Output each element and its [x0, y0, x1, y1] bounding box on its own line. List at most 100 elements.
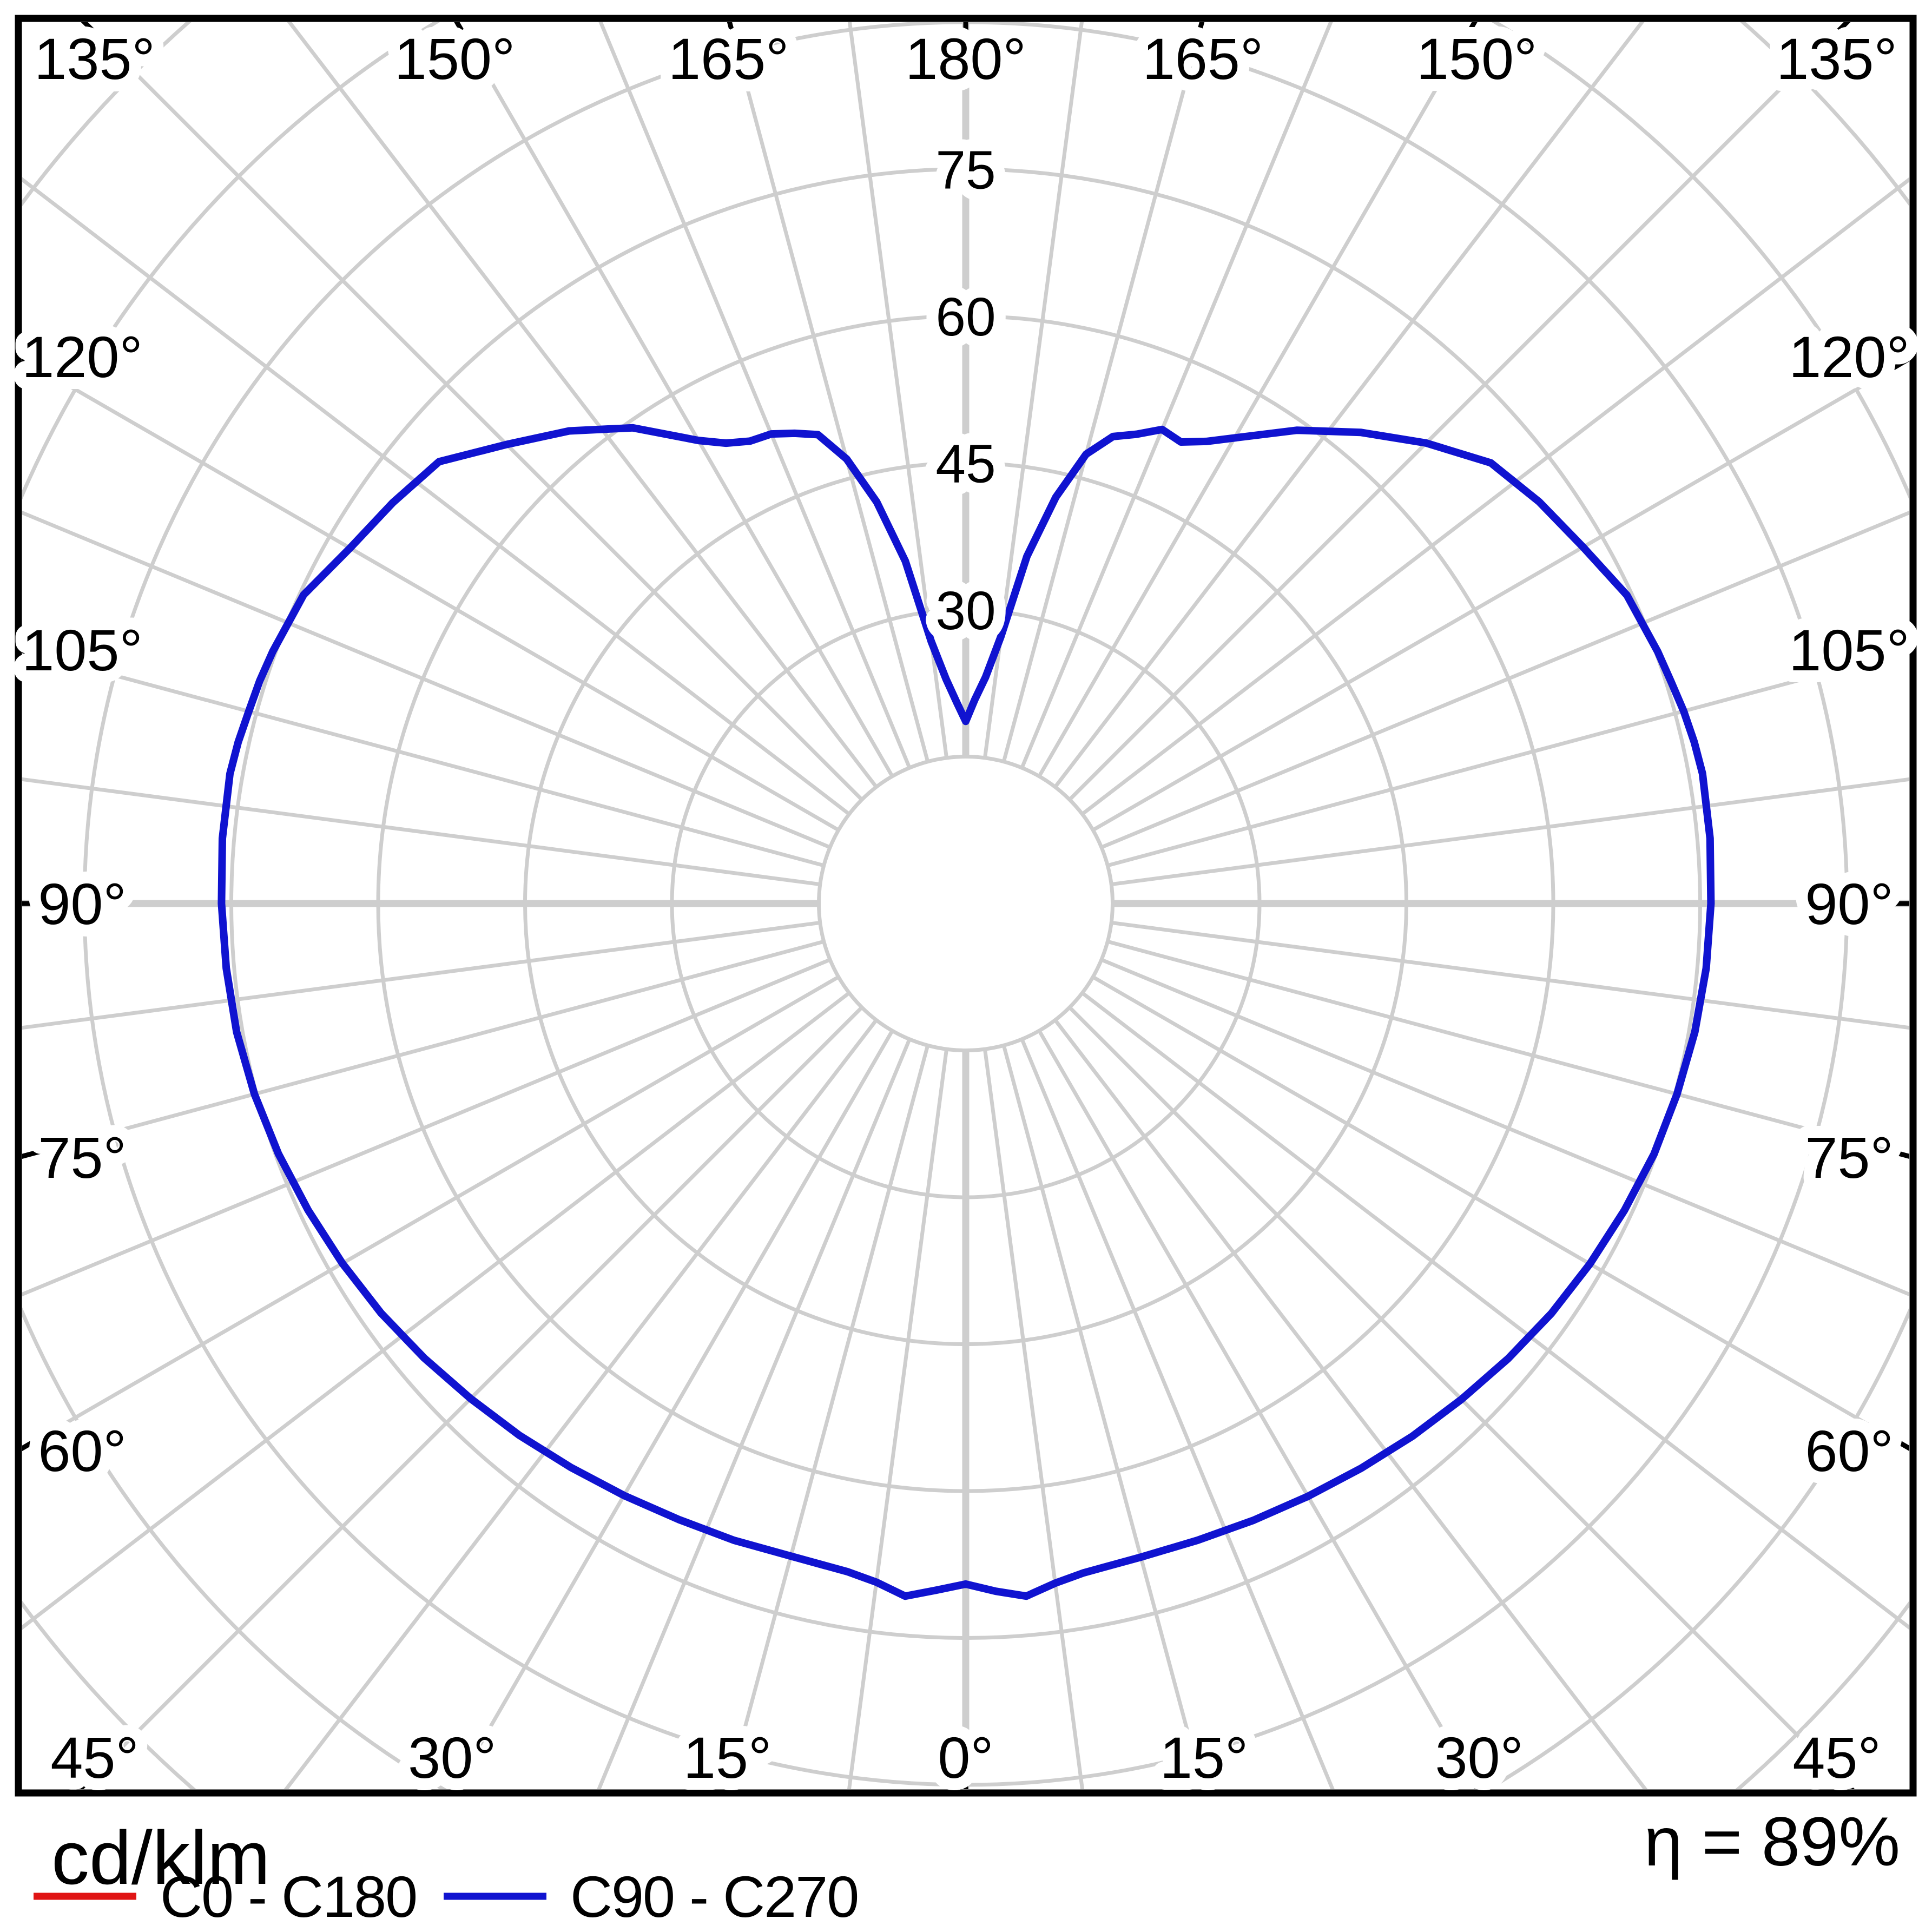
angle-label-75°-L: 75°: [38, 1125, 126, 1190]
grid-spoke-307.5: [22, 991, 850, 1630]
angle-label-120°-L: 120°: [22, 324, 142, 390]
border-tick-60°--60: [22, 1437, 39, 1452]
grid-spoke-345: [726, 1045, 930, 1789]
grid-spoke-225: [82, 22, 863, 801]
grid-spoke-60: [1092, 975, 1909, 1450]
grid-spoke-352.5: [847, 1049, 949, 1789]
legend-label-c90: C90 - C270: [570, 1864, 858, 1929]
grid-spoke-292.5: [22, 958, 831, 1297]
angle-label-45°-R: 45°: [1792, 1725, 1881, 1790]
grid-spoke-150: [1037, 22, 1477, 777]
border-tick-150°--150: [454, 22, 469, 39]
grid-spoke-217.5: [287, 22, 878, 788]
grid-spoke-195: [727, 22, 930, 762]
grid-spoke-300: [22, 975, 840, 1450]
border-tick-45°-45: [1837, 1775, 1855, 1789]
grid-circle-15: [817, 755, 1115, 1052]
border-tick-45°--45: [76, 1775, 94, 1789]
grid-spoke-105: [1107, 649, 1909, 868]
border-tick-150°-150: [1463, 22, 1478, 39]
angle-label-135°-L: 135°: [34, 26, 155, 91]
border-tick-60°-60: [1892, 1437, 1909, 1452]
grid-spoke-15: [1001, 1045, 1205, 1789]
plot-border: [15, 15, 1917, 1797]
grid-spoke-7.5: [983, 1049, 1085, 1789]
grid-spoke-157.5: [1020, 22, 1333, 769]
border-tick-15°--15: [726, 1770, 736, 1789]
grid-spoke-22.5: [1020, 1038, 1335, 1789]
border-tick-120°--120: [22, 355, 39, 370]
grid-spoke-112.5: [1100, 510, 1909, 849]
grid-spoke-187.5: [848, 22, 949, 759]
grid-spoke-322.5: [283, 1019, 878, 1789]
grid-spoke-52.5: [1081, 991, 1909, 1630]
border-tick-30°--30: [451, 1772, 466, 1789]
border-tick-105°--105: [22, 648, 41, 658]
axis-labels: 0° 15° 15° 30° 30° 45° 45° 60° 60° 75° 75° 90° 90° 10…: [10, 14, 1921, 1802]
angle-label-60°-R: 60°: [1805, 1418, 1893, 1483]
border-tick-75°--75: [22, 1149, 41, 1159]
grid-spoke-210: [454, 22, 894, 777]
angle-label-15°-R: 15°: [1160, 1725, 1248, 1790]
radial-tick-label-75: 75: [935, 140, 995, 201]
legend: C0 - C180 C90 - C270: [34, 1864, 859, 1929]
radial-tick-label-45: 45: [935, 434, 995, 494]
border-tick-165°--165: [727, 22, 737, 41]
angle-label-15°-L: 15°: [683, 1725, 772, 1790]
border-tick-75°-75: [1890, 1149, 1909, 1159]
angle-label-30°-L: 30°: [408, 1725, 496, 1790]
grid-spoke-202.5: [598, 22, 912, 769]
angle-label-150°-L: 150°: [394, 26, 515, 91]
grid-spoke-127.5: [1081, 177, 1909, 816]
angle-label-120°-R: 120°: [1789, 324, 1909, 390]
radial-tick-label-30: 30: [935, 581, 995, 641]
grid-spoke-172.5: [983, 22, 1084, 759]
angle-label-180°-R: 180°: [905, 26, 1026, 91]
angle-label-165°-L: 165°: [668, 26, 789, 91]
radial-tick-label-60: 60: [935, 287, 995, 347]
angle-label-45°-L: 45°: [50, 1725, 139, 1790]
angle-label-60°-L: 60°: [38, 1418, 126, 1483]
angle-label-0°-R: 0°: [938, 1725, 993, 1790]
grid-spoke-135: [1068, 22, 1850, 801]
angle-label-135°-R: 135°: [1776, 26, 1897, 91]
border-ticks: [22, 22, 1909, 1789]
angle-label-90°-L: 90°: [38, 871, 126, 937]
grid-spoke-97.5: [1111, 777, 1909, 887]
border-tick-135°--135: [81, 22, 98, 36]
grid-spoke-67.5: [1100, 958, 1909, 1297]
grid-spoke-330: [452, 1030, 894, 1789]
grid-spoke-75: [1107, 939, 1909, 1158]
angle-label-150°-R: 150°: [1416, 26, 1537, 91]
border-tick-165°-165: [1195, 22, 1205, 41]
grid-spoke-315: [77, 1006, 863, 1789]
border-tick-120°-120: [1892, 355, 1909, 370]
grid-spoke-240: [22, 357, 840, 832]
grid-spoke-277.5: [22, 920, 821, 1030]
grid-spoke-165: [1001, 22, 1204, 762]
angle-label-90°-R: 90°: [1805, 871, 1893, 937]
angle-label-30°-R: 30°: [1435, 1725, 1523, 1790]
grid-spoke-45: [1068, 1006, 1854, 1789]
grid-spoke-247.5: [22, 510, 831, 849]
grid-spoke-142.5: [1053, 22, 1645, 788]
grid-spoke-82.5: [1111, 920, 1909, 1030]
grid-spoke-30: [1037, 1030, 1480, 1789]
border-tick-105°-105: [1890, 648, 1909, 658]
curve-group: [217, 424, 1715, 1600]
angle-label-165°-R: 165°: [1143, 26, 1263, 91]
border-tick-135°-135: [1833, 22, 1851, 36]
grid-spoke-285: [22, 939, 825, 1158]
grid-spoke-337.5: [597, 1038, 912, 1789]
unit-label: cd/klm: [51, 1815, 270, 1900]
curve-C90-C270: [217, 424, 1715, 1600]
grid-spoke-232.5: [22, 177, 850, 816]
angle-label-105°-R: 105°: [1789, 617, 1909, 683]
border-tick-30°-30: [1466, 1772, 1480, 1789]
efficiency-label: η = 89%: [1644, 1803, 1900, 1881]
border-tick-15°-15: [1196, 1770, 1206, 1789]
angle-label-75°-R: 75°: [1805, 1125, 1893, 1190]
